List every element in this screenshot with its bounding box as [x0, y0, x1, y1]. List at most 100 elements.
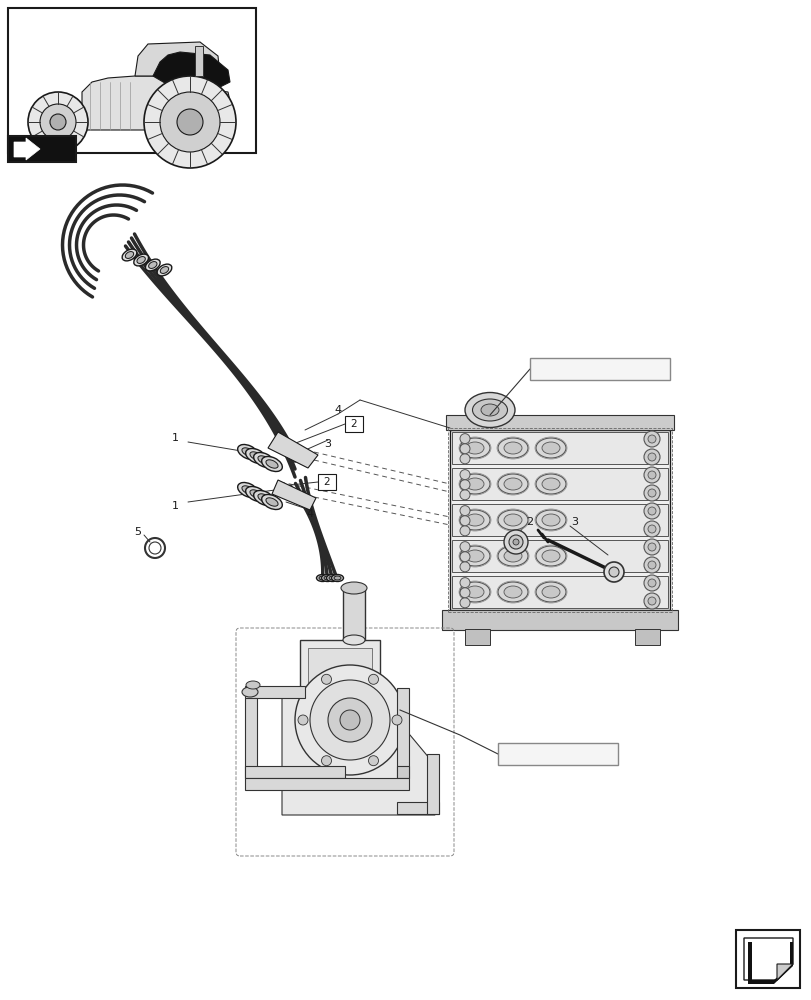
Ellipse shape [497, 474, 527, 494]
Ellipse shape [148, 262, 157, 268]
Circle shape [310, 680, 389, 760]
Ellipse shape [497, 510, 527, 530]
Circle shape [321, 756, 331, 766]
Ellipse shape [242, 448, 254, 456]
Ellipse shape [238, 444, 258, 460]
Ellipse shape [460, 510, 489, 530]
Ellipse shape [321, 574, 333, 582]
Bar [530, 358, 669, 380]
Circle shape [177, 109, 203, 135]
Circle shape [460, 526, 470, 536]
Polygon shape [14, 138, 40, 160]
Circle shape [460, 506, 470, 516]
Ellipse shape [246, 681, 260, 689]
Polygon shape [776, 964, 792, 980]
Ellipse shape [242, 687, 258, 697]
Bar [397, 766, 409, 778]
Bar [445, 415, 673, 430]
Ellipse shape [333, 576, 341, 580]
Circle shape [160, 92, 220, 152]
Circle shape [368, 674, 378, 684]
Bar [345, 416, 363, 432]
Text: 2: 2 [526, 517, 533, 527]
Circle shape [340, 710, 359, 730]
Bar [634, 629, 659, 645]
Ellipse shape [319, 576, 325, 580]
Ellipse shape [535, 546, 565, 566]
Bar [397, 802, 439, 814]
Bar [307, 648, 371, 687]
Ellipse shape [466, 550, 483, 562]
Ellipse shape [460, 582, 489, 602]
Text: 1.82.7/01 01: 1.82.7/01 01 [562, 362, 637, 375]
Circle shape [647, 525, 655, 533]
Circle shape [643, 449, 659, 465]
Ellipse shape [242, 486, 254, 494]
Circle shape [40, 104, 76, 140]
Circle shape [294, 665, 405, 775]
Ellipse shape [265, 498, 277, 506]
Bar [441, 610, 677, 630]
Bar [427, 754, 439, 814]
Bar [245, 778, 409, 790]
Circle shape [643, 467, 659, 483]
Ellipse shape [504, 442, 521, 454]
Ellipse shape [122, 249, 137, 261]
Ellipse shape [246, 486, 266, 502]
Ellipse shape [466, 442, 483, 454]
Ellipse shape [134, 254, 148, 266]
Bar [8, 8, 255, 153]
Circle shape [643, 539, 659, 555]
Circle shape [460, 516, 470, 526]
Ellipse shape [253, 452, 274, 468]
Circle shape [460, 542, 470, 552]
Circle shape [321, 674, 331, 684]
Ellipse shape [125, 252, 134, 258]
Bar [245, 698, 257, 778]
Polygon shape [152, 52, 230, 90]
Circle shape [460, 470, 470, 480]
Circle shape [643, 557, 659, 573]
Ellipse shape [342, 635, 365, 645]
Circle shape [298, 715, 307, 725]
Bar [318, 474, 336, 490]
Bar [448, 428, 672, 612]
Ellipse shape [341, 582, 367, 594]
Bar [465, 629, 489, 645]
Bar [449, 430, 669, 610]
Circle shape [144, 76, 236, 168]
Bar [452, 540, 667, 572]
Ellipse shape [316, 574, 328, 582]
Ellipse shape [466, 514, 483, 526]
Circle shape [513, 539, 518, 545]
Ellipse shape [466, 478, 483, 490]
Text: 1.81.9 03: 1.81.9 03 [530, 747, 586, 760]
Polygon shape [268, 432, 318, 468]
Ellipse shape [504, 586, 521, 598]
Circle shape [368, 756, 378, 766]
Ellipse shape [497, 438, 527, 458]
Circle shape [504, 530, 527, 554]
Ellipse shape [541, 478, 560, 490]
Ellipse shape [541, 550, 560, 562]
Text: 2: 2 [350, 419, 357, 429]
Circle shape [608, 567, 618, 577]
Circle shape [647, 453, 655, 461]
Bar [299, 640, 380, 695]
Ellipse shape [238, 482, 258, 498]
Text: 3: 3 [571, 517, 577, 527]
Polygon shape [82, 76, 232, 130]
Bar [195, 46, 203, 76]
Text: 1: 1 [171, 433, 178, 443]
Text: 3: 3 [298, 497, 305, 507]
Circle shape [460, 444, 470, 454]
Circle shape [643, 431, 659, 447]
Bar [452, 576, 667, 608]
Circle shape [603, 562, 623, 582]
Ellipse shape [541, 514, 560, 526]
Ellipse shape [504, 478, 521, 490]
Ellipse shape [535, 474, 565, 494]
Bar [245, 686, 305, 698]
Circle shape [460, 588, 470, 598]
Ellipse shape [497, 546, 527, 566]
